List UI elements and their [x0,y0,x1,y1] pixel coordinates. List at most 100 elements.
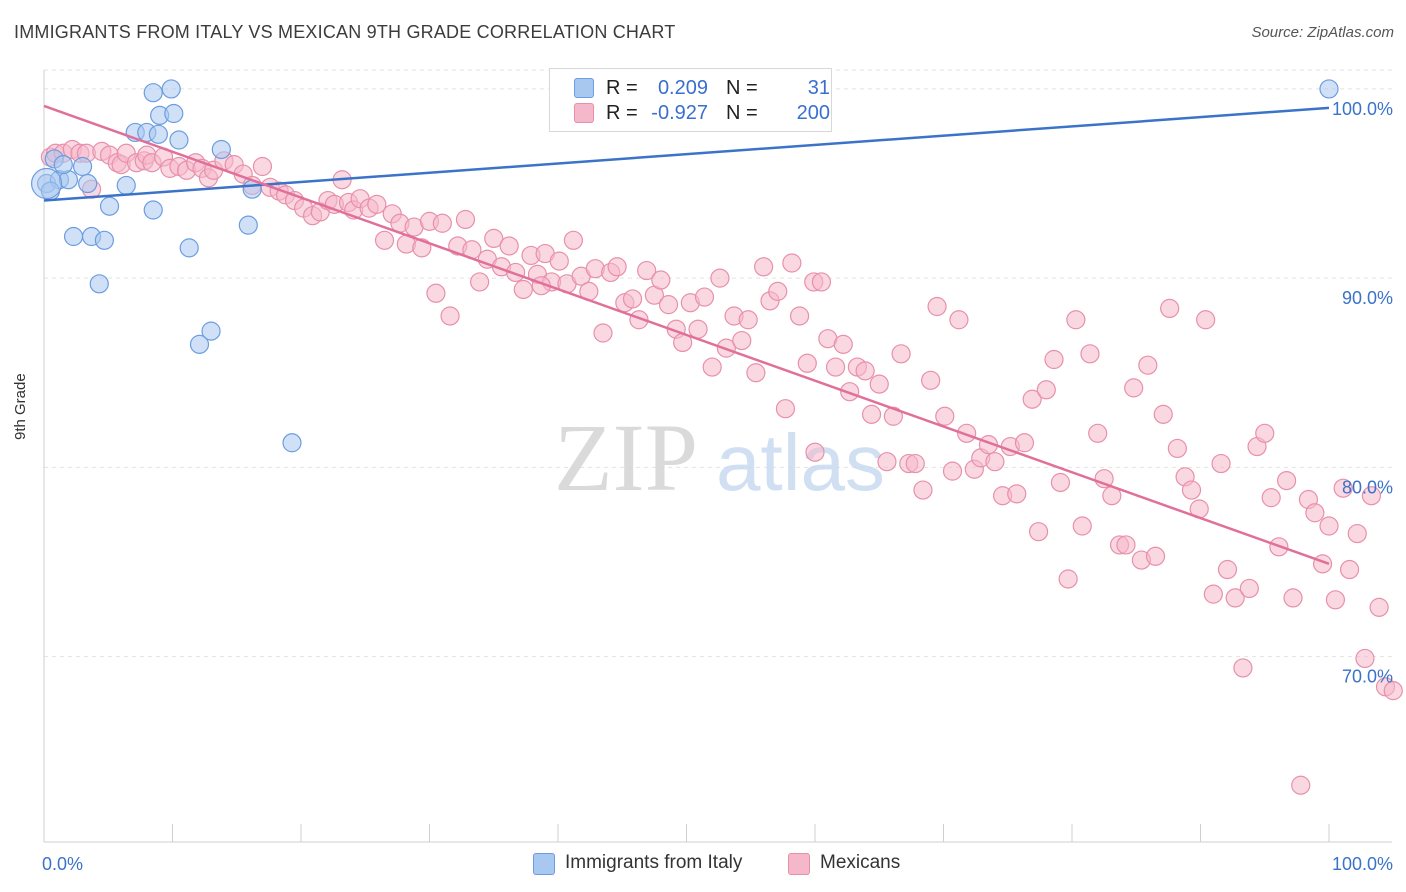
n-value: 200 [796,102,830,124]
watermark: ZIP atlas [554,404,885,511]
mexicans-point [1181,480,1202,500]
legend-swatch-italy [533,853,555,875]
italy-point [161,79,181,99]
italy-point [164,103,184,124]
mexicans-point [374,230,395,250]
mexicans-point [891,344,911,364]
mexicans-point [549,251,569,271]
mexicans-point [840,382,860,402]
italy-point [143,200,163,220]
y-tick-label: 100.0% [1332,99,1393,119]
mexicans-point [1014,433,1035,453]
mexicans-point [921,370,941,390]
mexicans-point [782,253,802,273]
italy-point [1319,79,1339,99]
chart-title: IMMIGRANTS FROM ITALY VS MEXICAN 9TH GRA… [14,22,676,42]
x-tick-label-max: 100.0% [1332,854,1393,874]
italy-point [63,226,84,247]
mexicans-point [1239,578,1259,599]
mexicans-point [1361,486,1382,506]
mexicans-point [825,357,846,377]
mexicans-point [694,287,715,307]
mexicans-point [1058,569,1078,589]
mexicans-point [1124,378,1144,398]
trend-lines [43,104,1330,566]
mexicans-point [1347,523,1367,544]
mexicans-point [1167,438,1187,459]
n-label: N = [726,77,758,99]
italy-point [238,215,258,235]
legend-swatch-mexicans [574,103,594,123]
legend-swatch-italy [574,78,594,98]
italy-point [148,124,168,144]
stats-legend: R = 0.209 N = 31 R = -0.927 N = 200 [549,68,832,132]
mexicans-point [440,306,460,326]
mexicans-point [811,272,832,292]
series-legend: Immigrants from Italy Mexicans [0,852,1406,878]
mexicans-point [622,289,643,309]
legend-swatch-mexicans [788,853,810,875]
italy-point [282,433,302,453]
italy-point [78,173,98,194]
mexicans-trend-line [43,104,1330,566]
italy-point [201,321,221,341]
mexicans-point [1203,584,1223,604]
italy-trend-line [43,106,1330,202]
mexicans-point [426,283,446,303]
mexicans-point [1261,488,1281,508]
source-credit: Source: ZipAtlas.com [1251,24,1394,41]
mexicans-point [367,194,387,214]
mexicans-point [1007,484,1027,504]
italy-point [94,230,114,250]
mexicans-point [768,281,788,301]
mexicans-point [861,404,882,424]
mexicans-point [775,399,796,419]
mexicans-point [607,257,627,277]
mexicans-point [484,228,504,249]
mexicans-point [738,310,758,330]
mexicans-point [1383,681,1403,701]
italy-points [30,79,1339,453]
mexicans-point [1225,588,1245,608]
mexicans-point [710,268,730,288]
italy-point [189,334,210,354]
x-tick-label-min: 0.0% [42,854,83,874]
y-tick-label: 70.0% [1342,667,1393,687]
y-tick-label: 90.0% [1342,288,1393,308]
mexicans-point [753,257,774,277]
r-label: R = [606,102,638,124]
mexicans-point [913,480,933,500]
legend-label-italy: Immigrants from Italy [565,852,743,873]
mexicans-point [1050,472,1071,493]
italy-point-large [30,167,63,200]
mexicans-point [1305,503,1325,523]
mexicans-point [1217,559,1238,580]
mexicans-point [1211,453,1231,474]
mexicans-point [1036,380,1056,400]
legend-label-mexicans: Mexicans [820,852,901,873]
mexicans-point [877,452,897,472]
italy-point [53,155,73,175]
mexicans-point [432,213,452,233]
tick-labels: 70.0% 80.0% 90.0% 100.0% 0.0% 100.0% [42,99,1393,874]
italy-point [116,175,136,196]
mexicans-point [805,442,825,462]
mexicans-point [957,423,977,443]
mexicans-point [1088,423,1108,443]
mexicans-point [1066,310,1086,330]
mexicans-point [593,323,613,343]
mexicans-point [1333,478,1353,498]
mexicans-point [658,295,679,315]
r-label: R = [606,77,638,99]
italy-point [169,130,189,150]
mexicans-point [1145,546,1166,566]
n-label: N = [726,102,758,124]
italy-point [211,139,231,160]
n-value: 31 [807,77,830,99]
mexicans-point [949,310,969,330]
italy-point [143,83,163,103]
mexicans-point [1080,344,1100,364]
mexicans-point [1028,522,1049,542]
mexicans-point [470,272,490,292]
